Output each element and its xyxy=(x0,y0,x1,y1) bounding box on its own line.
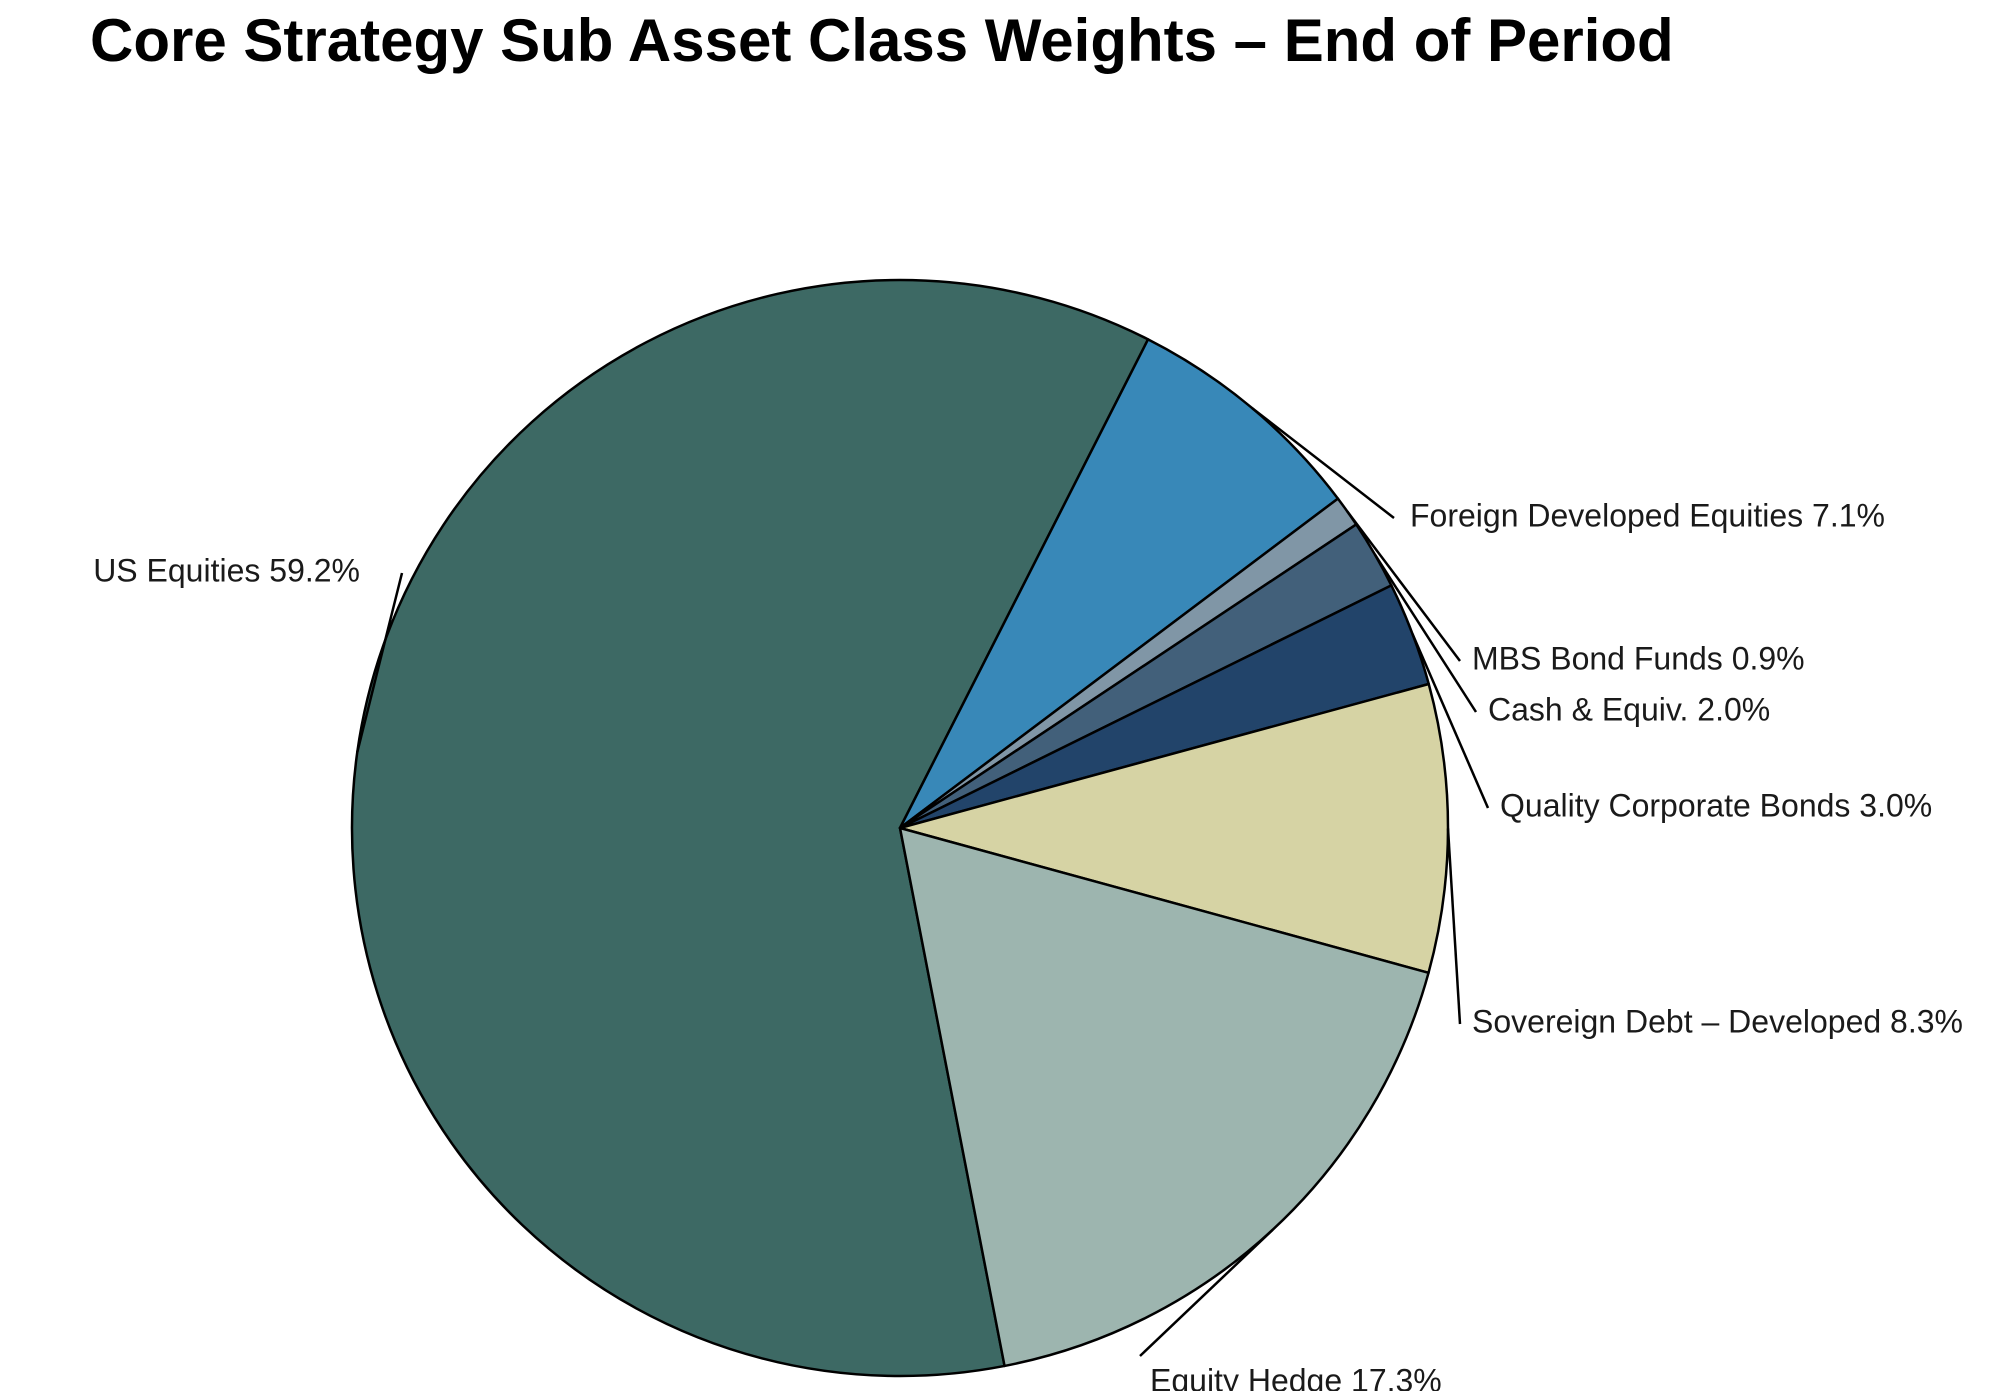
pie-slices xyxy=(350,278,1450,1378)
slice-label-1: Foreign Developed Equities 7.1% xyxy=(1410,497,1885,533)
pie-slice-5 xyxy=(898,682,1450,975)
slice-label-2: MBS Bond Funds 0.9% xyxy=(1472,640,1805,676)
leader-line-0 xyxy=(356,572,404,753)
leader-line-1 xyxy=(1251,407,1395,519)
leader-line-3 xyxy=(1373,553,1478,713)
slice-labels: US Equities 59.2% Foreign Developed Equit… xyxy=(93,497,1963,1391)
label-leader-lines xyxy=(356,407,1490,1357)
slice-label-5: Sovereign Debt – Developed 8.3% xyxy=(1472,1003,1963,1039)
slice-label-4: Quality Corporate Bonds 3.0% xyxy=(1500,787,1932,823)
slice-label-0: US Equities 59.2% xyxy=(93,552,360,588)
slice-label-3: Cash & Equiv. 2.0% xyxy=(1488,691,1770,727)
slice-label-6: Equity Hedge 17.3% xyxy=(1150,1362,1442,1391)
leader-line-4 xyxy=(1411,633,1490,809)
leader-line-2 xyxy=(1346,510,1461,662)
leader-line-5 xyxy=(1446,828,1462,1025)
chart-title: Core Strategy Sub Asset Class Weights – … xyxy=(90,7,1674,74)
pie-slice-1 xyxy=(898,338,1340,830)
leader-line-6 xyxy=(1139,1228,1274,1357)
